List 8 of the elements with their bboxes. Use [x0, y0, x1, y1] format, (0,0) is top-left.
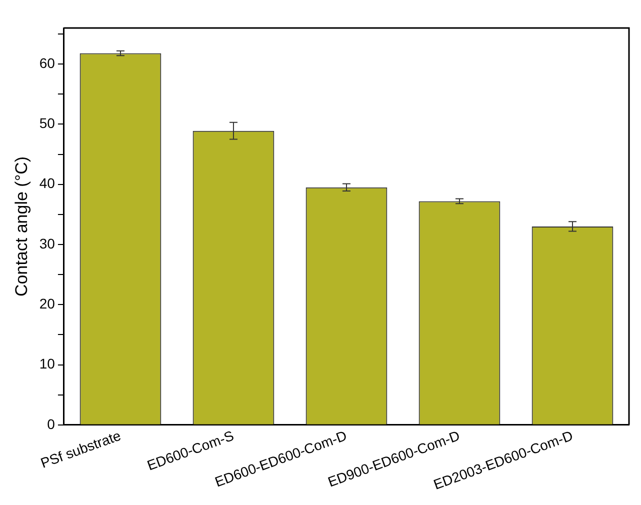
y-tick-label: 50 [39, 115, 56, 132]
y-tick-label: 10 [39, 356, 56, 372]
y-tick-label: 20 [39, 296, 56, 312]
y-axis-title: Contact angle (°C) [12, 156, 31, 296]
y-tick-label: 0 [47, 416, 56, 432]
y-tick-label: 60 [39, 54, 56, 71]
y-tick-label: 40 [39, 175, 56, 192]
y-tick-label: 30 [39, 235, 56, 252]
